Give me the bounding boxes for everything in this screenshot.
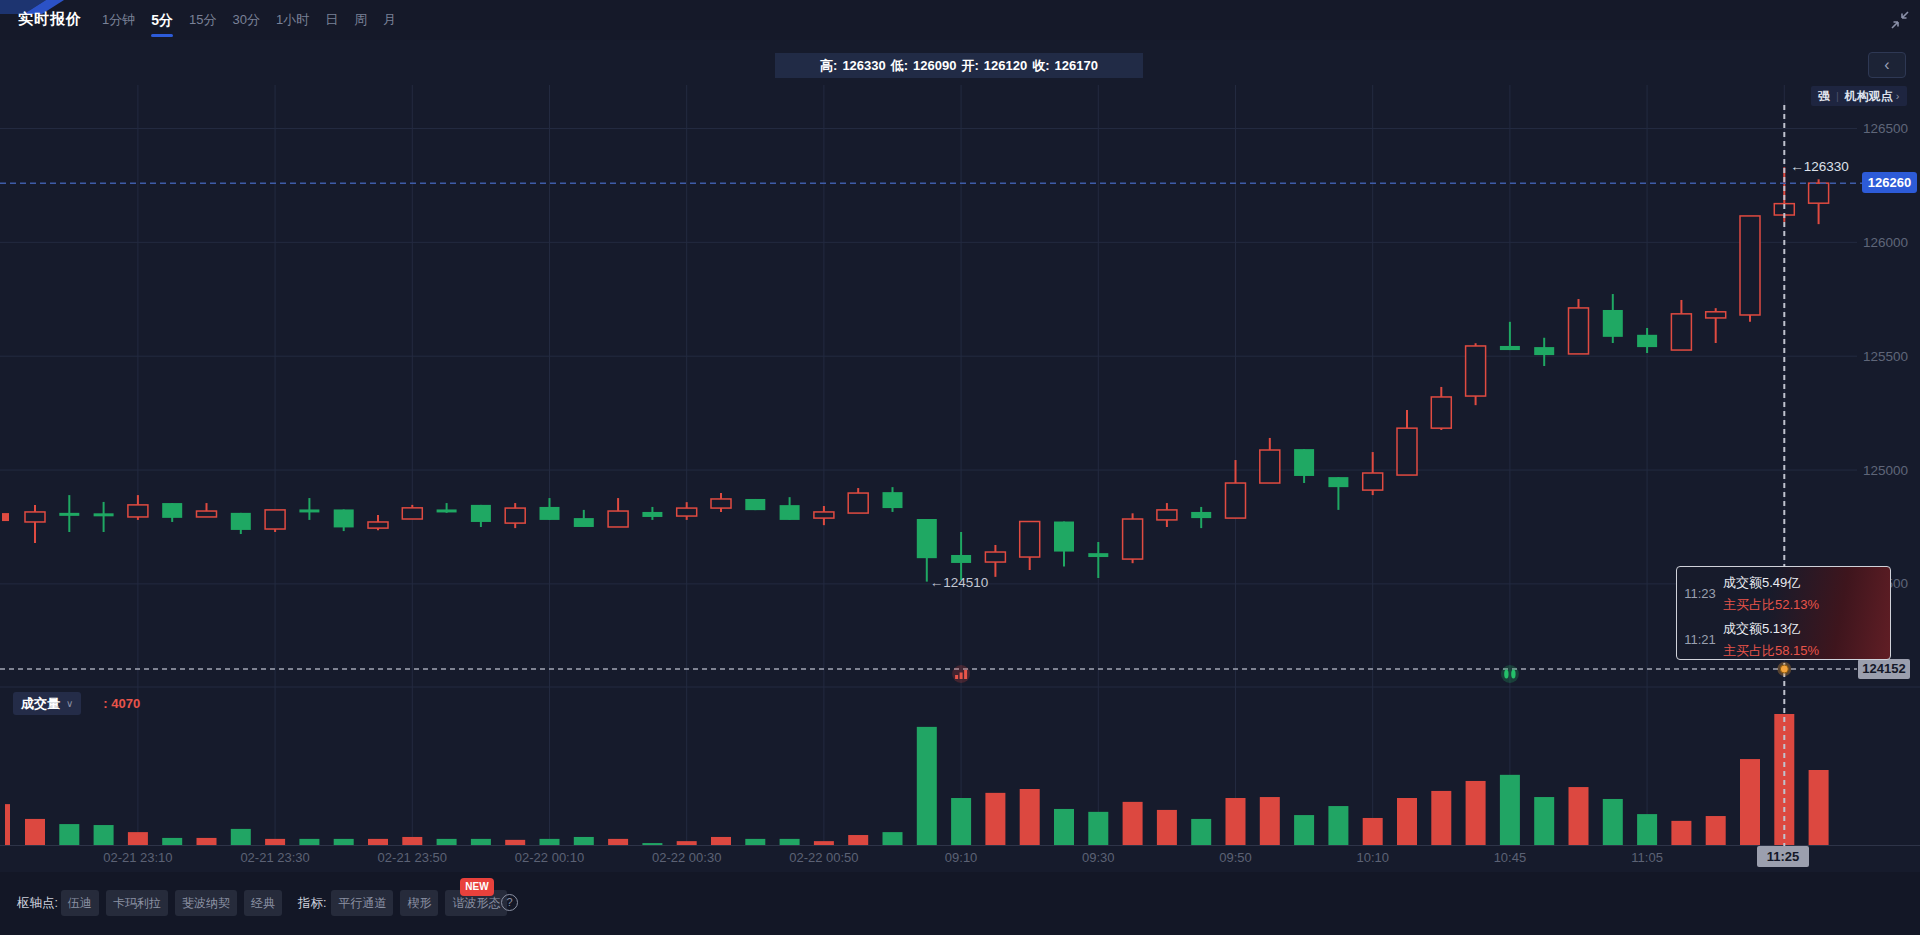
institution-view-link[interactable]: 机构观点 [1845,88,1893,105]
volume-series [5,714,1829,845]
axes: 12650012600012550012500012450002-21 23:1… [103,121,1908,865]
time-tick-label: 02-22 00:30 [652,850,721,865]
tab-15分[interactable]: 15分 [181,0,224,40]
sentiment-badge[interactable]: 强 | 机构观点 › [1811,86,1907,106]
price-tick-label: 125500 [1863,349,1908,364]
open-value: 126120 [984,58,1027,73]
chevron-right-icon: › [1896,90,1900,102]
price-tick-label: 126000 [1863,235,1908,250]
tab-周[interactable]: 周 [346,0,375,40]
tab-月[interactable]: 月 [375,0,404,40]
toolbar-button-平行通道[interactable]: 平行通道 [331,890,393,916]
session-marker-glow [1501,665,1519,683]
top-bar: 实时报价 1分钟5分15分30分1小时日周月 [0,0,1920,40]
tab-30分[interactable]: 30分 [225,0,268,40]
open-label: 开: [962,57,979,75]
low-annotation: ←124510 [930,575,989,590]
tooltip-time: 11:23 [1677,586,1723,614]
tab-日[interactable]: 日 [317,0,346,40]
tooltip-turnover: 成交额5.49亿 [1723,574,1819,592]
time-tick-label: 09:30 [1082,850,1115,865]
ohlc-info-bar: 高: 126330 低: 126090 开: 126120 收: 126170 [775,53,1143,78]
trade-detail-tooltip: 11:23成交额5.49亿主买占比52.13%11:21成交额5.13亿主买占比… [1676,566,1891,660]
price-tick-label: 125000 [1863,463,1908,478]
sentiment-strength: 强 [1818,88,1830,105]
price-tick-label: 126500 [1863,121,1908,136]
mini-bars-icon [964,670,967,679]
time-tick-label: 11:05 [1631,850,1663,865]
tab-1小时[interactable]: 1小时 [268,0,317,40]
mini-bars-icon [960,673,963,680]
time-tick-label: 02-21 23:50 [378,850,447,865]
collapse-icon[interactable] [1888,8,1912,32]
time-tick-label: 10:10 [1356,850,1389,865]
tooltip-buy-ratio: 主买占比58.15% [1723,642,1819,660]
volume-value: : 4070 [103,696,140,711]
tab-5分[interactable]: 5分 [143,0,181,40]
volume-indicator-selector[interactable]: 成交量 ∨ [13,692,81,715]
tooltip-buy-ratio: 主买占比52.13% [1723,596,1819,614]
low-label: 低: [891,57,908,75]
toolbar-button-伍迪[interactable]: 伍迪 [61,890,99,916]
tab-1分钟[interactable]: 1分钟 [94,0,143,40]
toolbar-button-卡玛利拉[interactable]: 卡玛利拉 [106,890,168,916]
mini-bars-icon [955,675,958,679]
low-value: 126090 [913,58,956,73]
toolbar-button-经典[interactable]: 经典 [244,890,282,916]
toolbar-button-楔形[interactable]: 楔形 [400,890,438,916]
toolbar-group-label: 枢轴点: [17,895,58,912]
timeframe-tabs: 1分钟5分15分30分1小时日周月 [94,0,404,40]
pane-floor-price-badge: 124152 [1858,659,1910,679]
bottom-toolbar: 枢轴点:伍迪卡玛利拉斐波纳契经典指标:平行通道楔形谐波形态 NEW ? [0,872,1920,935]
tooltip-row: 11:23成交额5.49亿主买占比52.13% [1677,574,1819,614]
help-icon[interactable]: ? [501,894,518,911]
close-label: 收: [1032,57,1049,75]
time-tick-label: 02-21 23:10 [103,850,172,865]
green-dots-icon [1504,670,1508,679]
grid [0,85,1920,846]
toolbar-group-label: 指标: [298,895,326,912]
high-annotation: ←126330 [1790,159,1849,174]
time-tick-label: 02-22 00:50 [789,850,858,865]
green-dots-icon [1511,670,1515,679]
page-title: 实时报价 [18,10,82,29]
tooltip-turnover: 成交额5.13亿 [1723,620,1819,638]
time-tick-label: 10:45 [1494,850,1527,865]
divider: | [1836,90,1839,102]
time-tick-label: 09:50 [1219,850,1252,865]
high-value: 126330 [842,58,885,73]
high-label: 高: [820,57,837,75]
time-tick-label: 02-22 00:10 [515,850,584,865]
volume-label: 成交量 [21,695,60,713]
tooltip-time: 11:21 [1677,632,1723,660]
new-badge: NEW [460,878,494,896]
time-tick-label: 02-21 23:30 [240,850,309,865]
tooltip-row: 11:21成交额5.13亿主买占比58.15% [1677,620,1819,660]
crosshair-dot [1780,665,1788,673]
current-price-badge: 126260 [1862,172,1917,193]
panel-collapse-button[interactable]: ‹ [1868,52,1906,78]
time-tick-label: 09:10 [945,850,978,865]
chevron-down-icon: ∨ [66,698,73,709]
crosshair-time-badge: 11:25 [1757,846,1809,867]
volume-header: 成交量 ∨ : 4070 [13,692,140,715]
candlestick-series [2,167,1829,581]
kline-chart[interactable]: 12650012600012550012500012450002-21 23:1… [0,0,1920,935]
close-value: 126170 [1055,58,1098,73]
toolbar-button-斐波纳契[interactable]: 斐波纳契 [175,890,237,916]
